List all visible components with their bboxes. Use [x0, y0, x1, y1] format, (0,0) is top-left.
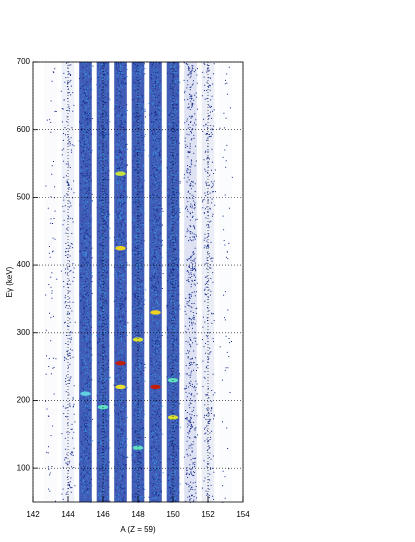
stripe-texture — [113, 62, 129, 503]
stripe-texture — [201, 62, 216, 503]
peak — [80, 391, 91, 396]
y-tick-label: 400 — [17, 260, 31, 269]
y-tick-label: 200 — [17, 396, 31, 405]
x-tick-label: 144 — [61, 510, 75, 519]
peak — [132, 337, 144, 342]
peak — [115, 384, 126, 390]
y-axis-title: Eγ (keV) — [5, 266, 14, 297]
x-tick-label: 150 — [166, 510, 180, 519]
peak — [115, 361, 126, 366]
y-tick-label: 700 — [17, 57, 31, 66]
x-tick-label: 148 — [131, 510, 145, 519]
x-tick-label: 142 — [26, 510, 40, 519]
peak — [150, 310, 161, 315]
stripe-texture — [148, 62, 164, 503]
y-tick-label: 600 — [17, 125, 31, 134]
peak — [167, 415, 179, 420]
peak — [132, 445, 144, 451]
stripe — [219, 62, 232, 502]
peak — [115, 245, 126, 251]
x-tick-label: 154 — [236, 510, 250, 519]
x-axis-title: A (Z = 59) — [120, 525, 156, 534]
stripe-texture — [45, 68, 58, 502]
y-tick-label: 300 — [17, 328, 31, 337]
y-tick-label: 100 — [17, 463, 31, 472]
stripe-texture — [96, 62, 111, 503]
stripe-texture — [78, 62, 94, 502]
stripe-texture — [166, 62, 182, 503]
stripe-texture — [131, 62, 147, 503]
peak — [115, 171, 126, 176]
stripe-texture — [183, 62, 199, 503]
stripe-texture — [148, 62, 164, 503]
y-tick-label: 500 — [17, 192, 31, 201]
stripe — [44, 62, 57, 502]
stripe-texture — [166, 62, 181, 503]
peak — [150, 384, 161, 390]
x-tick-label: 152 — [201, 510, 215, 519]
plot-frame — [32, 61, 244, 503]
x-tick-label: 146 — [96, 510, 110, 519]
stripe-texture — [60, 62, 76, 500]
